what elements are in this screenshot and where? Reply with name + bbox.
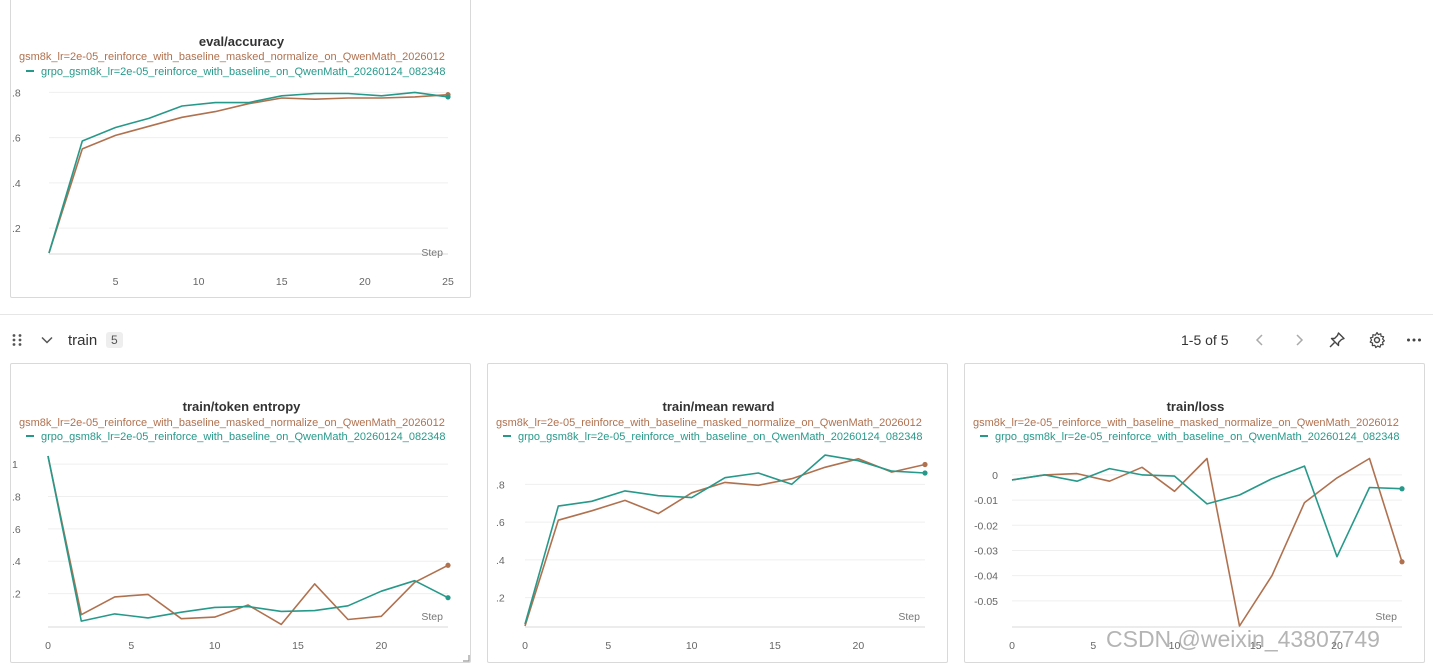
chart-panel-eval-accuracy[interactable]: eval/accuracy gsm8k_lr=2e-05_reinforce_wi… xyxy=(10,0,471,298)
legend-entry: grpo_gsm8k_lr=2e-05_reinforce_with_basel… xyxy=(995,431,1400,443)
y-tick-label: .6 xyxy=(12,524,21,536)
y-tick-label: .4 xyxy=(12,556,21,568)
chart-title: train/loss xyxy=(1167,399,1225,414)
section-title[interactable]: train xyxy=(68,331,98,349)
y-tick-label: -0.03 xyxy=(974,545,998,557)
x-tick-label: 15 xyxy=(769,640,781,652)
chart-title: train/mean reward xyxy=(663,399,775,414)
legend-entry: gsm8k_lr=2e-05_reinforce_with_baseline_m… xyxy=(973,417,1399,429)
x-tick-label: 20 xyxy=(359,276,371,288)
series-line-reinforce-masked-normalize xyxy=(48,93,449,254)
series-line-grpo xyxy=(48,91,449,254)
chart-title: eval/accuracy xyxy=(199,34,285,49)
resize-handle-icon[interactable] xyxy=(462,654,470,662)
legend-entry: gsm8k_lr=2e-05_reinforce_with_baseline_m… xyxy=(496,417,922,429)
y-tick-label: .6 xyxy=(496,517,505,529)
x-tick-label: 5 xyxy=(1090,640,1096,652)
series-end-point xyxy=(445,562,451,568)
series-line-reinforce-masked-normalize xyxy=(1011,457,1403,627)
y-tick-label: 0 xyxy=(992,470,998,482)
x-tick-label: 15 xyxy=(276,276,288,288)
series-end-point xyxy=(1399,559,1405,565)
legend-entry: grpo_gsm8k_lr=2e-05_reinforce_with_basel… xyxy=(41,431,446,443)
x-tick-label: 5 xyxy=(128,640,134,652)
gear-icon[interactable] xyxy=(1368,325,1386,355)
x-tick-label: 0 xyxy=(1009,640,1015,652)
chart-title: train/token entropy xyxy=(183,399,302,414)
x-tick-label: 15 xyxy=(292,640,304,652)
x-tick-label: 15 xyxy=(1250,640,1262,652)
series-end-point xyxy=(922,470,928,476)
pagination-text: 1-5 of 5 xyxy=(1181,332,1229,348)
x-tick-label: 10 xyxy=(193,276,205,288)
legend-entry: gsm8k_lr=2e-05_reinforce_with_baseline_m… xyxy=(19,417,445,429)
x-tick-label: 10 xyxy=(686,640,698,652)
series-end-point xyxy=(1399,486,1405,492)
x-axis-label: Step xyxy=(898,611,920,623)
series-line-reinforce-masked-normalize xyxy=(524,458,926,627)
series-end-point xyxy=(445,94,451,100)
legend-entry: gsm8k_lr=2e-05_reinforce_with_baseline_m… xyxy=(19,51,445,63)
y-tick-label: .8 xyxy=(12,87,21,99)
watermark: CSDN @weixin_43807749 xyxy=(1106,626,1380,652)
x-tick-label: 0 xyxy=(45,640,51,652)
x-tick-label: 10 xyxy=(1169,640,1181,652)
x-tick-label: 5 xyxy=(605,640,611,652)
y-tick-label: -0.01 xyxy=(974,495,998,507)
y-tick-label: .8 xyxy=(12,491,21,503)
y-tick-label: -0.02 xyxy=(974,520,998,532)
series-line-grpo xyxy=(524,454,926,625)
pin-icon[interactable] xyxy=(1328,325,1346,355)
y-tick-label: .4 xyxy=(496,555,505,567)
x-tick-label: 25 xyxy=(442,276,454,288)
chart-panel-loss[interactable]: train/loss gsm8k_lr=2e-05_reinforce_with_… xyxy=(964,363,1425,663)
y-tick-label: 1 xyxy=(12,459,18,471)
legend-entry: grpo_gsm8k_lr=2e-05_reinforce_with_basel… xyxy=(518,431,923,443)
y-tick-label: .2 xyxy=(496,593,505,605)
series-line-reinforce-masked-normalize xyxy=(47,455,449,626)
chart-loss: train/loss gsm8k_lr=2e-05_reinforce_with_… xyxy=(973,399,1405,652)
x-tick-label: 20 xyxy=(1331,640,1343,652)
series-line-grpo xyxy=(1011,465,1403,558)
chevron-right-icon[interactable] xyxy=(1294,325,1304,355)
more-options-icon[interactable] xyxy=(1406,325,1422,355)
chart-eval-accuracy: eval/accuracy gsm8k_lr=2e-05_reinforce_wi… xyxy=(12,34,454,288)
series-end-point xyxy=(922,461,928,468)
x-axis-label: Step xyxy=(421,611,443,623)
chart-token-entropy: train/token entropy gsm8k_lr=2e-05_reinfo… xyxy=(12,399,451,652)
section-header: train 5 1-5 of 5 xyxy=(0,325,1433,355)
y-tick-label: .8 xyxy=(496,479,505,491)
x-tick-label: 20 xyxy=(375,640,387,652)
x-axis-label: Step xyxy=(1375,611,1397,623)
series-line-grpo xyxy=(47,455,449,622)
section-divider xyxy=(0,314,1433,315)
y-tick-label: .6 xyxy=(12,133,21,145)
y-tick-label: .4 xyxy=(12,178,21,190)
drag-handle-icon[interactable] xyxy=(11,325,23,355)
y-tick-label: -0.04 xyxy=(974,571,998,583)
x-tick-label: 5 xyxy=(113,276,119,288)
chevron-down-icon[interactable] xyxy=(41,325,53,355)
chart-panel-token-entropy[interactable]: train/token entropy gsm8k_lr=2e-05_reinfo… xyxy=(10,363,471,663)
x-tick-label: 20 xyxy=(852,640,864,652)
legend-entry: grpo_gsm8k_lr=2e-05_reinforce_with_basel… xyxy=(41,66,446,78)
series-end-point xyxy=(445,595,451,601)
y-tick-label: .2 xyxy=(12,589,21,601)
chart-mean-reward: train/mean reward gsm8k_lr=2e-05_reinforc… xyxy=(496,399,928,652)
y-tick-label: .2 xyxy=(12,223,21,235)
x-tick-label: 0 xyxy=(522,640,528,652)
x-axis-label: Step xyxy=(421,247,443,259)
section-count-badge: 5 xyxy=(106,332,123,348)
chevron-left-icon[interactable] xyxy=(1255,325,1265,355)
x-tick-label: 10 xyxy=(209,640,221,652)
y-tick-label: -0.05 xyxy=(974,596,998,608)
chart-panel-mean-reward[interactable]: train/mean reward gsm8k_lr=2e-05_reinforc… xyxy=(487,363,948,663)
